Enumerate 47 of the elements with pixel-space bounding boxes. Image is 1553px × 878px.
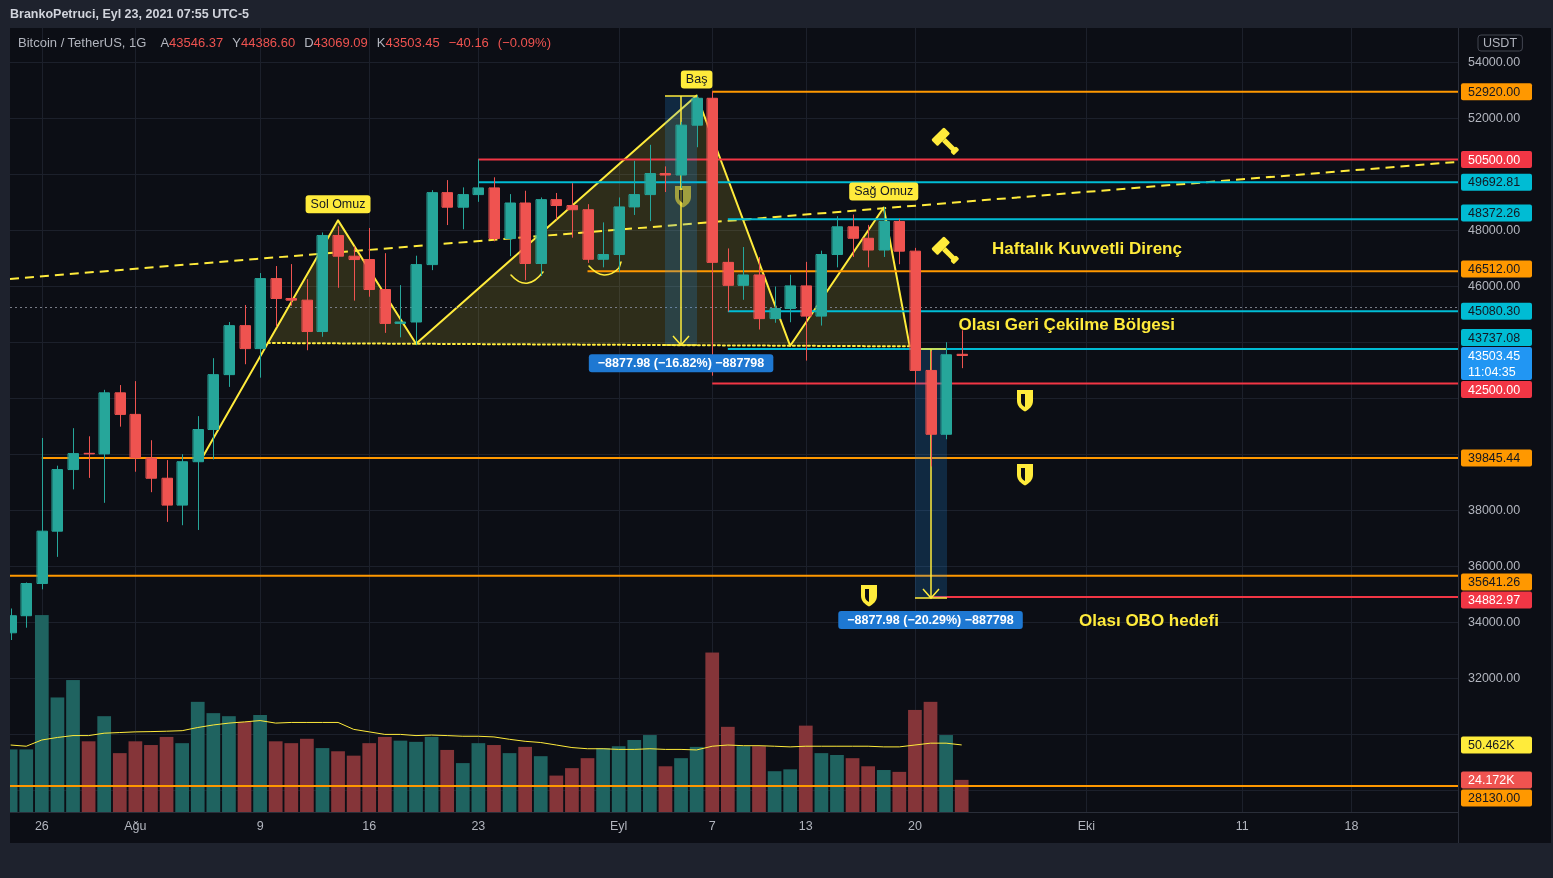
annotation: Olası Geri Çekilme Bölgesi <box>958 315 1175 335</box>
y-tick-label: 48000.00 <box>1468 222 1521 237</box>
annotation: Baş <box>685 72 708 87</box>
y-tick-label: 32000.00 <box>1468 670 1521 685</box>
data-label: 52920.00 <box>1468 84 1521 99</box>
y-axis-title: USDT <box>1482 36 1518 50</box>
y-tick-label: 36000.00 <box>1468 558 1521 573</box>
y-tick-label: 54000.00 <box>1468 54 1521 69</box>
data-label: 34882.97 <box>1468 593 1521 608</box>
text: Bitcoin / TetherUS, 1G <box>18 34 147 50</box>
data-label: 43737.08 <box>1468 330 1521 345</box>
annotation: Sol Omuz <box>310 197 366 212</box>
x-tick-label: 9 <box>256 819 264 833</box>
data-label: 50500.00 <box>1468 152 1521 167</box>
x-tick-label: 26 <box>34 819 49 833</box>
x-tick-label: 20 <box>907 819 922 833</box>
y2-tick-label: 50.462K <box>1468 737 1516 752</box>
annotation: Olası OBO hedefi <box>1079 610 1219 630</box>
x-tick-label: 23 <box>471 819 486 833</box>
data-label: 45080.30 <box>1468 304 1521 319</box>
x-tick-label: Eyl <box>610 819 628 833</box>
x-tick-label: Eki <box>1077 819 1096 833</box>
annotation: −8877.98 (−20.29%) −887798 <box>847 612 1014 627</box>
x-tick-label: 11 <box>1235 819 1249 833</box>
data-label: 35641.26 <box>1468 575 1521 590</box>
data-label: 48372.26 <box>1468 206 1521 221</box>
text: 43503.45 11:04:35 <box>1468 348 1521 379</box>
data-label: 39845.44 <box>1468 450 1521 465</box>
annotation: Haftalık Kuvvetli Direnç <box>992 238 1182 258</box>
x-tick-label: 16 <box>362 819 377 833</box>
data-label: 28130.00 <box>1468 790 1521 805</box>
y-tick-label: 38000.00 <box>1468 502 1521 517</box>
y2-tick-label: 24.172K <box>1468 772 1516 787</box>
data-label: 49692.81 <box>1468 175 1521 190</box>
y-tick-label: 52000.00 <box>1468 110 1521 125</box>
y-tick-label: 46000.00 <box>1468 278 1521 293</box>
y-tick-label: 34000.00 <box>1468 614 1521 629</box>
annotation: Sağ Omuz <box>854 184 914 199</box>
x-tick-label: 7 <box>708 819 716 833</box>
annotation: −8877.98 (−16.82%) −887798 <box>597 356 765 371</box>
data-label: 46512.00 <box>1468 262 1521 277</box>
x-tick-label: 18 <box>1344 819 1359 833</box>
x-tick-label: 13 <box>798 819 813 833</box>
data-label: 42500.00 <box>1468 382 1521 397</box>
text: A43546.37 Y44386.60 D43069.09 K43503.45 −40.16 (−0.09%) <box>160 34 551 50</box>
x-tick-label: Ağu <box>124 819 147 833</box>
text: BrankoPetruci, Eyl 23, 2021 07:55 UTC-5 <box>10 7 250 21</box>
